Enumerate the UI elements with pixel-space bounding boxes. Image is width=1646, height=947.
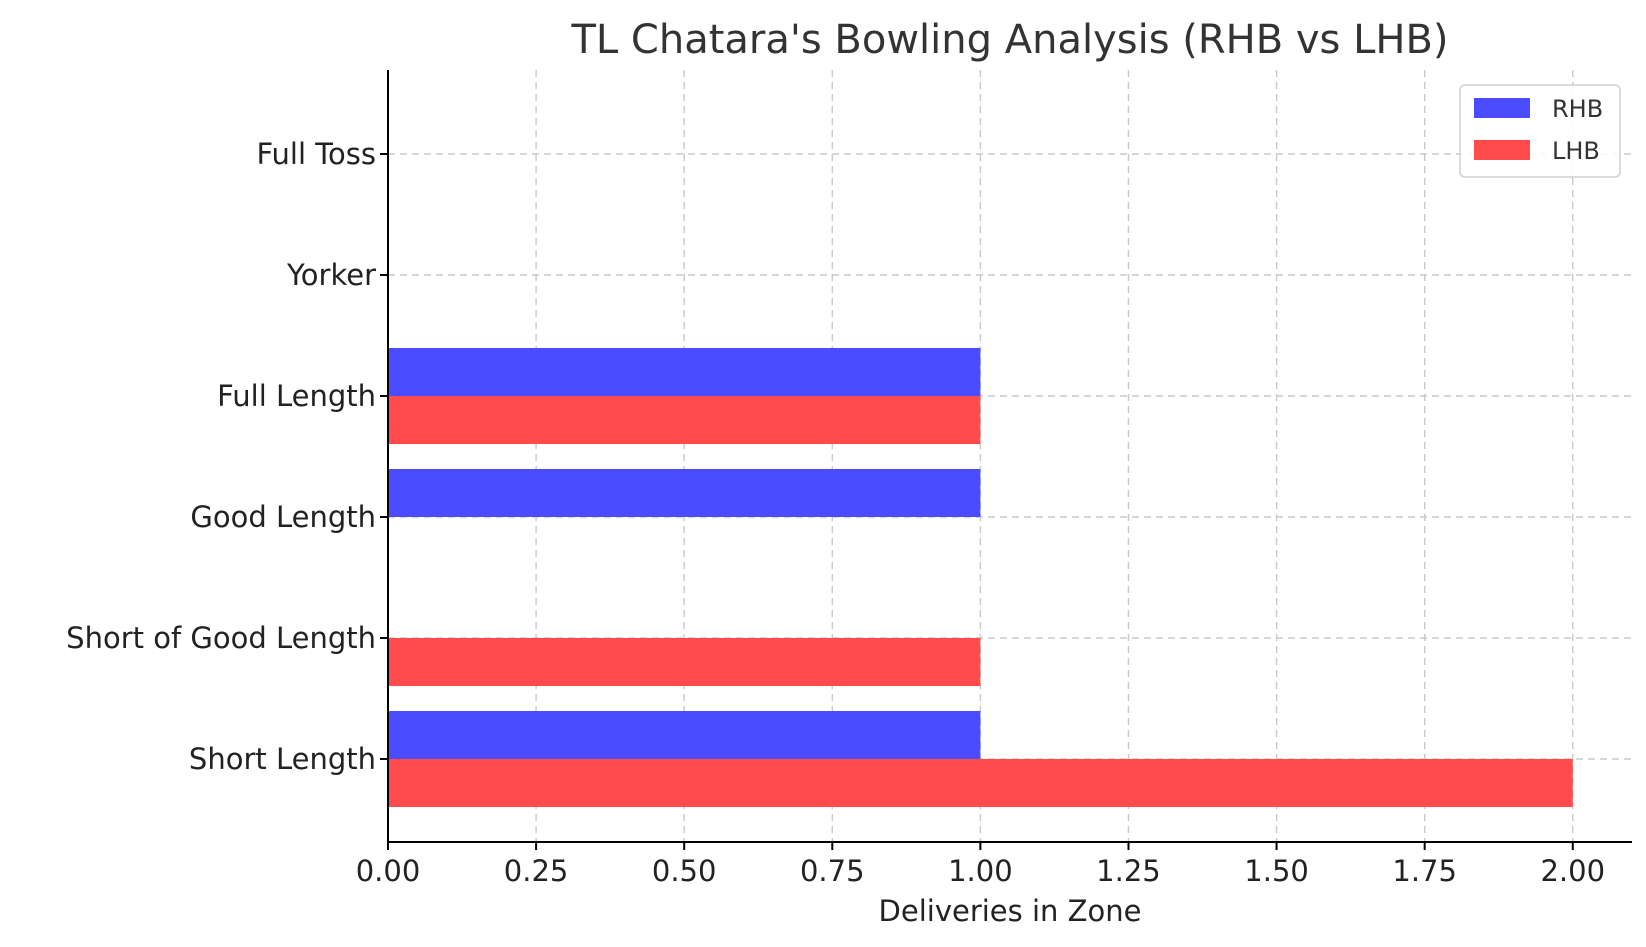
bar-rhb-full-length xyxy=(388,348,981,396)
bar-rhb-good-length xyxy=(388,469,981,517)
y-tick-label: Full Toss xyxy=(256,137,376,171)
x-tick-label: 0.75 xyxy=(800,854,865,888)
y-tick-label: Yorker xyxy=(286,258,376,292)
y-tick-label: Full Length xyxy=(217,379,376,413)
bar-lhb-short-of-good-length xyxy=(388,638,981,686)
legend: RHB LHB xyxy=(1459,84,1621,178)
y-tick-label: Short of Good Length xyxy=(66,621,376,655)
legend-swatch-lhb xyxy=(1474,140,1530,160)
x-tick-label: 1.75 xyxy=(1392,854,1457,888)
y-tick-label: Short Length xyxy=(189,742,376,776)
legend-swatch-rhb xyxy=(1474,98,1530,118)
x-tick-label: 0.50 xyxy=(652,854,717,888)
bars xyxy=(388,348,1573,807)
bar-lhb-full-length xyxy=(388,396,981,444)
bar-rhb-short-length xyxy=(388,711,981,759)
y-axis-ticks: Full Toss Yorker Full Length Good Length Sho… xyxy=(66,137,388,776)
bar-lhb-short-length xyxy=(388,759,1573,807)
x-tick-label: 1.25 xyxy=(1096,854,1161,888)
chart-title: TL Chatara's Bowling Analysis (RHB vs LH… xyxy=(570,17,1448,63)
x-tick-label: 1.50 xyxy=(1244,854,1309,888)
x-tick-label: 2.00 xyxy=(1540,854,1605,888)
x-tick-label: 1.00 xyxy=(948,854,1013,888)
x-tick-label: 0.00 xyxy=(356,854,421,888)
x-axis-label: Deliveries in Zone xyxy=(879,894,1142,928)
x-axis-ticks: 0.00 0.25 0.50 0.75 1.00 1.25 1.50 1.75 2.00 xyxy=(356,842,1605,888)
legend-label-lhb: LHB xyxy=(1552,137,1600,165)
x-tick-label: 0.25 xyxy=(504,854,569,888)
y-tick-label: Good Length xyxy=(190,500,376,534)
legend-label-rhb: RHB xyxy=(1552,95,1603,123)
